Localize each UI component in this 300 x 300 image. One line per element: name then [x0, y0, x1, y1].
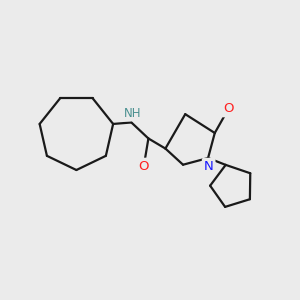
Text: N: N — [204, 160, 214, 173]
Text: NH: NH — [124, 106, 142, 120]
Text: O: O — [223, 102, 233, 115]
Text: O: O — [138, 160, 148, 172]
